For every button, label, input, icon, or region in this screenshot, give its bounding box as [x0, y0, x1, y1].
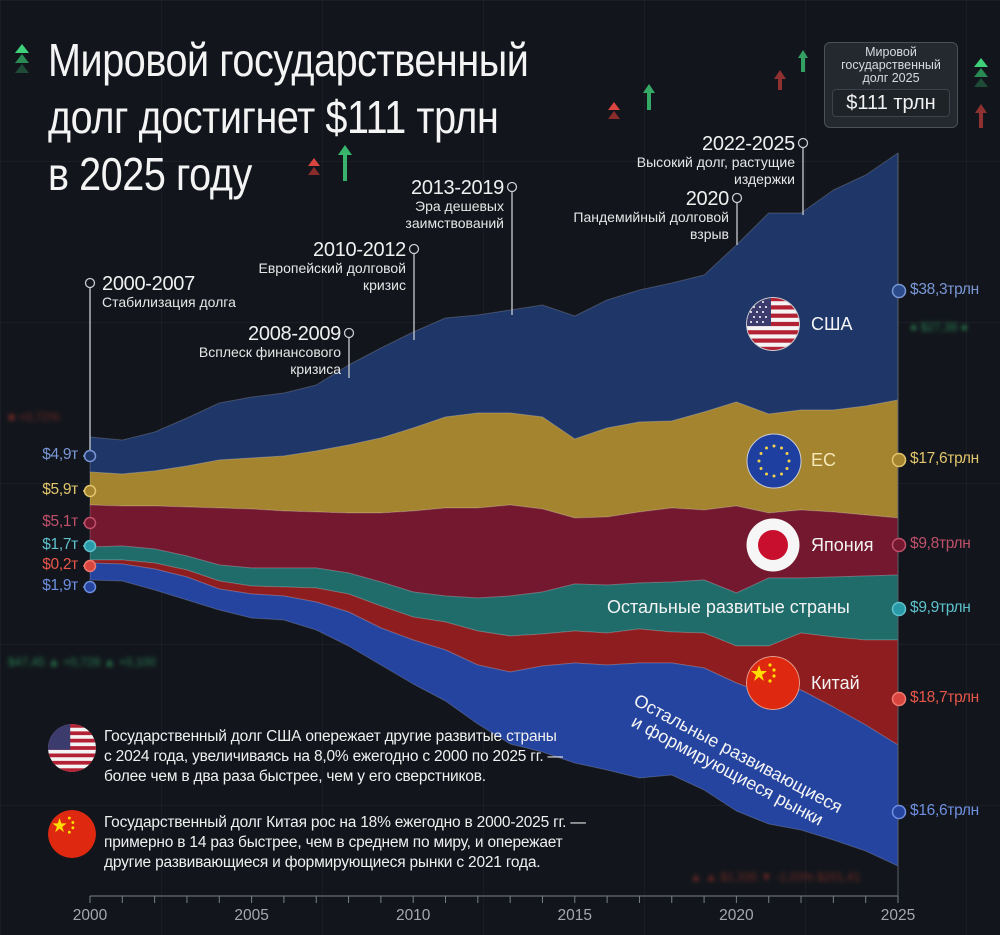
end-markers: [891, 283, 907, 820]
annotation-text: Пандемийный долговой: [573, 209, 729, 225]
annotation-text: Высокий долг, растущие: [636, 154, 795, 170]
eu-flag-icon: [746, 433, 802, 489]
title-line: Мировой государственный: [48, 34, 529, 86]
series-label-other-developed: Остальные развитые страны: [607, 597, 850, 617]
annotation-text: кризиса: [290, 361, 341, 377]
summary-box: Мировой государственный долг 2025 $111 т…: [824, 42, 958, 128]
note-line: Государственный долг Китая рос на 18% еж…: [104, 814, 586, 831]
x-tick-label: 2025: [880, 907, 916, 924]
end-value-japan: $9,8трлн: [910, 535, 971, 552]
annotation-text: Всплеск финансового: [198, 344, 341, 360]
up-arrow-red-icon: [975, 104, 987, 128]
note-line: другие развивающиеся и формирующиеся рын…: [104, 854, 541, 871]
annotation-2013-2019: 2013-2019 Эра дешевых заимствований: [405, 178, 504, 232]
annotation-2000-2007: 2000-2007 Стабилизация долга: [102, 274, 236, 311]
annotation-period: 2022-2025: [702, 133, 795, 155]
annotation-2010-2012: 2010-2012 Европейский долговой кризис: [258, 239, 407, 294]
up-arrow-icon: [643, 84, 655, 110]
annotation-text: издержки: [734, 171, 795, 187]
double-up-arrow-red-icon: [608, 102, 620, 119]
annotation-period: 2013-2019: [411, 177, 504, 199]
up-arrow-red-icon: [774, 70, 786, 90]
summary-value: $111 трлн: [832, 89, 950, 117]
us-flag-icon: [746, 297, 800, 351]
x-axis: [89, 895, 899, 903]
end-value-china: $18,7трлн: [910, 689, 979, 706]
annotation-period: 2010-2012: [313, 239, 406, 261]
blurred-ticker: ● $27,38 ●: [910, 320, 968, 334]
x-tick-label: 2000: [72, 907, 108, 924]
x-tick-label: 2010: [395, 907, 431, 924]
title-line: долг достигнет $111 трлн: [48, 91, 499, 143]
blurred-ticker: ▲ ▲ $1,335 ▼ -1,03% $201,41: [690, 870, 861, 884]
note-line: с 2024 года, увеличиваясь на 8,0% ежегод…: [104, 748, 563, 765]
triple-up-arrow-icon: [974, 58, 988, 87]
blurred-ticker: $47,45 ▲ +0,728 ▲ +0,100: [8, 655, 156, 669]
series-label-china: Китай: [811, 673, 860, 693]
start-value-china: $0,2т: [42, 556, 78, 573]
up-arrow-icon: [338, 145, 352, 181]
end-value-other-developed: $9,9трлн: [910, 599, 971, 616]
annotation-text: заимствований: [405, 215, 504, 231]
double-up-arrow-red-icon: [308, 158, 320, 175]
us-flag-icon: [48, 724, 96, 772]
annotation-text: взрыв: [690, 226, 729, 242]
summary-caption: долг 2025: [862, 71, 920, 85]
note-china: Государственный долг Китая рос на 18% еж…: [104, 813, 586, 873]
end-value-us: $38,3трлн: [910, 281, 979, 298]
annotation-text: Стабилизация долга: [102, 294, 236, 310]
series-label-japan: Япония: [811, 535, 874, 555]
start-value-em: $1,9т: [42, 577, 78, 594]
title-line: в 2025 году: [48, 148, 252, 200]
note-line: более чем в два раза быстрее, чем у его …: [104, 768, 486, 785]
start-markers: [83, 449, 97, 594]
series-label-eu: ЕС: [811, 450, 837, 470]
china-flag-icon: [48, 810, 96, 858]
annotation-2022-2025: 2022-2025 Высокий долг, растущие издержк…: [636, 133, 796, 188]
japan-flag-icon: [746, 518, 800, 572]
end-value-em: $16,6трлн: [910, 802, 979, 819]
annotation-period: 2008-2009: [248, 323, 341, 345]
start-value-eu: $5,9т: [42, 481, 78, 498]
annotation-text: Эра дешевых: [415, 198, 504, 214]
annotation-2020: 2020 Пандемийный долговой взрыв: [573, 189, 729, 243]
x-tick-label: 2005: [234, 907, 269, 924]
note-us: Государственный долг США опережает други…: [104, 727, 563, 787]
page-title: Мировой государственный долг достигнет $…: [48, 32, 529, 203]
annotation-period: 2000-2007: [102, 273, 195, 295]
annotation-period: 2020: [685, 188, 730, 210]
start-value-japan: $5,1т: [42, 513, 78, 530]
summary-caption: Мировой: [865, 45, 917, 59]
start-value-other-developed: $1,7т: [42, 536, 78, 553]
stream-areas: [89, 152, 899, 867]
end-value-eu: $17,6трлн: [910, 450, 979, 467]
note-line: Государственный долг США опережает други…: [104, 728, 557, 745]
series-label-us: США: [811, 314, 853, 334]
note-line: примерно в 14 раз быстрее, чем в среднем…: [104, 834, 563, 851]
summary-caption: государственный: [841, 58, 941, 72]
x-tick-label: 2015: [557, 907, 593, 924]
up-arrow-icon: [798, 50, 808, 72]
china-flag-icon: [746, 656, 800, 710]
annotation-2008-2009: 2008-2009 Всплеск финансового кризиса: [199, 324, 341, 378]
triple-up-arrow-icon: [15, 44, 29, 73]
annotation-text: кризис: [363, 277, 406, 293]
annotation-text: Европейский долговой: [258, 260, 406, 276]
start-value-us: $4,9т: [42, 446, 78, 463]
blurred-ticker: ■ +0,72%: [8, 410, 60, 424]
x-tick-label: 2020: [719, 907, 754, 924]
annotation-leaders: [84, 137, 809, 455]
